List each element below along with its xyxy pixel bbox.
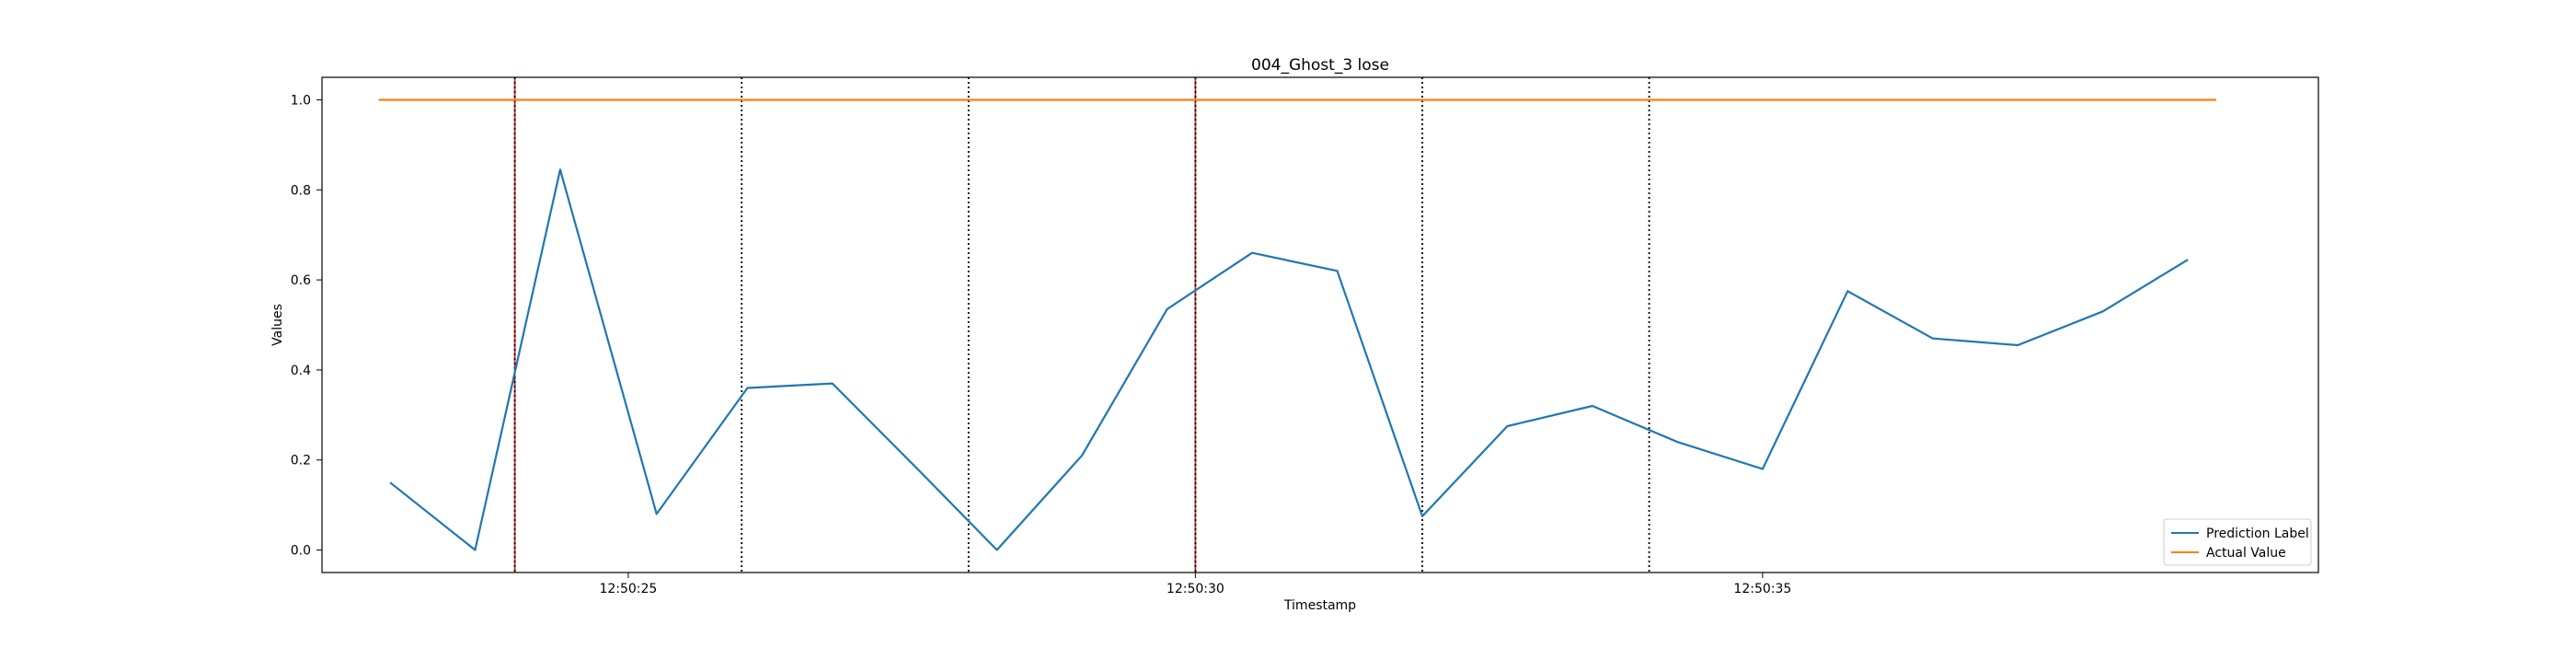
x-tick-label: 12:50:35 [1733,582,1791,596]
chart-title: 004_Ghost_3 lose [1251,56,1389,75]
series-lines [378,98,2216,551]
x-tick-label: 12:50:25 [599,582,657,596]
y-tick-label: 0.8 [291,183,311,198]
series-line-0 [389,168,2189,551]
legend-label-actual: Actual Value [2206,546,2286,561]
y-tick-label: 0.0 [291,544,311,559]
x-axis-label: Timestamp [1283,598,1356,613]
axis-ticks: 0.0 0.2 0.4 0.6 0.8 1.0 12:50:25 12:50:30 12:50:… [291,93,1792,596]
legend-label-prediction: Prediction Label [2206,526,2309,541]
legend: Prediction Label Actual Value [2163,518,2312,566]
y-tick-label: 0.4 [291,364,311,378]
y-tick-label: 0.2 [291,454,311,469]
plot-frame [321,76,2319,573]
y-tick-label: 1.0 [291,93,311,108]
y-axis-label: Values [270,304,285,346]
y-tick-label: 0.6 [291,273,311,288]
legend-box [2163,518,2312,566]
vertical-markers [513,77,1650,573]
x-tick-label: 12:50:30 [1167,582,1225,596]
